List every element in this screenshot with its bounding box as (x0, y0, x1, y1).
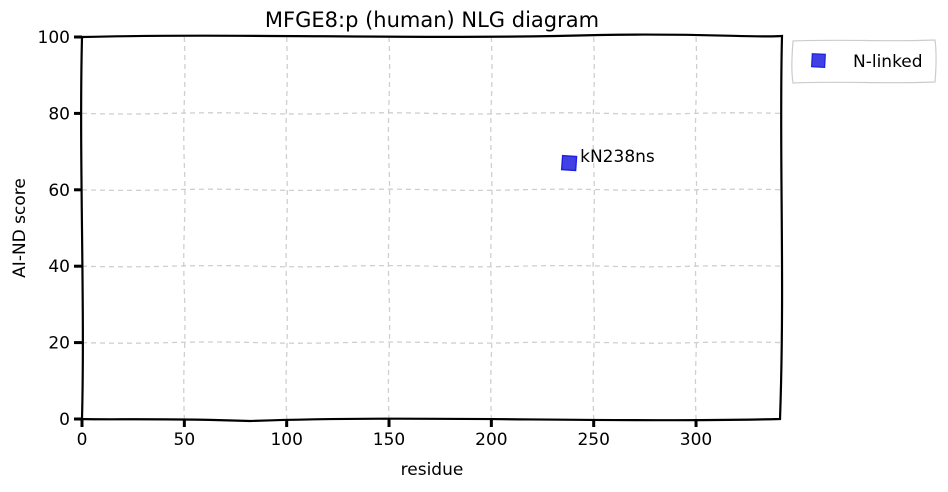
y-axis-ticks: 0 20 40 60 80 100 (38, 28, 82, 430)
y-grid-line (81, 341, 783, 344)
x-grid-line (285, 36, 288, 420)
x-grid-line (387, 36, 391, 420)
legend: N-linked (791, 39, 937, 84)
x-tick-label: 100 (270, 430, 302, 450)
y-grid-line (81, 188, 783, 192)
grid-lines (81, 36, 783, 420)
y-tick-label: 80 (48, 104, 70, 124)
plot-frame (80, 33, 784, 423)
data-point-label: kN238ns (580, 147, 655, 167)
y-tick-label: 100 (38, 28, 70, 48)
y-tick-label: 40 (48, 257, 70, 277)
y-tick-label: 60 (48, 181, 70, 201)
x-grid-line (694, 36, 698, 420)
x-tick-label: 50 (174, 430, 196, 450)
x-grid-line (183, 36, 186, 420)
x-tick-label: 250 (577, 430, 609, 450)
x-tick-label: 150 (373, 430, 405, 450)
legend-label-n-linked: N-linked (853, 52, 923, 72)
y-grid-line (81, 264, 783, 268)
legend-box (791, 39, 937, 84)
legend-marker-n-linked (811, 53, 826, 68)
y-grid-line (81, 112, 783, 115)
x-axis-ticks: 0 50 100 150 200 250 300 (77, 419, 712, 450)
x-tick-label: 200 (475, 430, 507, 450)
y-tick-label: 0 (59, 410, 70, 430)
x-grid-line (592, 36, 595, 420)
data-points: kN238ns (560, 147, 655, 172)
y-tick-label: 20 (48, 334, 70, 354)
x-grid-line (490, 36, 493, 420)
data-point-marker (560, 154, 578, 172)
x-tick-label: 0 (77, 430, 88, 450)
chart-title: MFGE8:p (human) NLG diagram (265, 8, 599, 32)
x-axis-label: residue (401, 460, 464, 480)
x-tick-label: 300 (680, 430, 712, 450)
y-axis-label: AI-ND score (10, 178, 30, 278)
